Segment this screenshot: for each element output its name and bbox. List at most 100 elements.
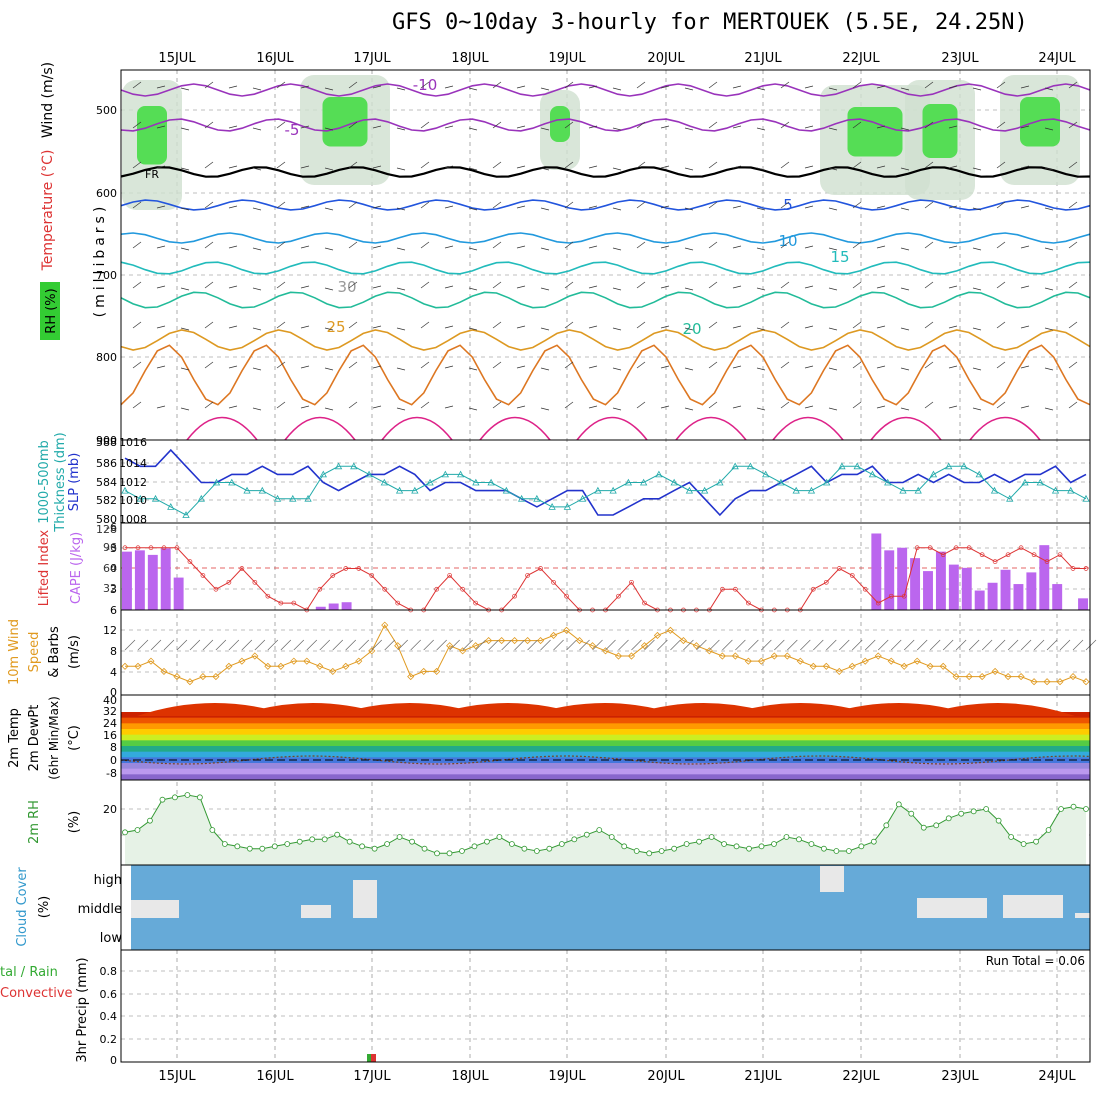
thickness-point — [517, 494, 526, 502]
panel-label: Thickness (dm) — [53, 432, 68, 532]
date-label-top: 23JUL — [941, 51, 979, 66]
wind-barb — [372, 325, 382, 329]
rh-point — [471, 843, 478, 850]
lifted-index-point — [291, 600, 297, 606]
wind-barb — [348, 241, 358, 249]
wind-barb — [254, 639, 266, 651]
cape-bar — [948, 564, 959, 610]
wind-barb — [708, 121, 718, 129]
wind-barb — [924, 241, 934, 249]
wind-barb — [324, 127, 334, 131]
wind-barb — [612, 127, 622, 131]
wind-barb — [468, 167, 478, 171]
thickness-point — [1051, 486, 1060, 494]
panel-label: (millibars) — [92, 203, 108, 318]
wind-barb — [828, 367, 838, 371]
thickness-point — [365, 470, 373, 478]
wind-barb — [1072, 639, 1084, 651]
wind-barb — [612, 367, 622, 371]
thickness-point — [1021, 478, 1029, 486]
wind-speed-point — [511, 637, 519, 645]
wind-speed-point — [160, 667, 168, 675]
cape-bar — [315, 606, 326, 610]
wind-speed-point — [381, 621, 389, 629]
wind-barb — [612, 287, 622, 291]
wind-speed-point — [446, 642, 454, 650]
wind-barb — [516, 165, 526, 169]
wind-speed-point — [614, 652, 623, 660]
wind-barb — [516, 245, 526, 249]
wind-barb — [804, 285, 814, 289]
wind-barb — [300, 125, 310, 129]
thickness-point — [655, 470, 663, 478]
lifted-index-point — [148, 545, 154, 551]
wind-barb — [267, 639, 279, 651]
wind-speed-point — [861, 657, 869, 665]
date-label-top: 19JUL — [548, 51, 586, 66]
rh-point — [434, 850, 440, 857]
lifted-index-point — [395, 600, 401, 606]
panel-label: 2m RH — [27, 800, 42, 844]
rh-point — [546, 845, 553, 852]
thickness-point — [380, 478, 388, 486]
lifted-index-point — [187, 559, 193, 564]
thickness-point — [350, 462, 358, 470]
lifted-index-point — [382, 586, 388, 592]
cape-bar — [341, 602, 352, 610]
wind-barb — [132, 81, 142, 89]
wind-barb — [1068, 201, 1078, 209]
rh-point — [845, 848, 852, 854]
wind-barb — [276, 201, 286, 209]
wind-barb — [852, 321, 862, 329]
wind-barb — [228, 125, 238, 129]
lifted-index-point — [564, 593, 569, 599]
rh-point — [1045, 827, 1052, 833]
wind-barb — [708, 281, 718, 289]
cloud-block — [353, 880, 377, 918]
thickness-point — [441, 470, 450, 478]
wind-barb — [761, 639, 772, 651]
wind-barb — [420, 201, 430, 209]
wind-barb — [588, 245, 598, 249]
contour-label: 5 — [783, 196, 793, 214]
wind-barb — [488, 639, 499, 651]
precip-tick-label: 0.6 — [100, 988, 118, 1001]
wind-speed-line — [125, 624, 1087, 683]
wind-barb — [1068, 361, 1078, 369]
cape-bar — [173, 577, 184, 610]
panel-label: Wind (m/s) — [40, 62, 56, 138]
wind-barb — [684, 367, 694, 371]
wind-barb — [929, 639, 941, 651]
wind-barb — [948, 165, 958, 169]
wind-barb — [348, 361, 358, 369]
lifted-index-point — [979, 552, 985, 558]
wind-barb — [1068, 321, 1078, 329]
date-label-top: 16JUL — [256, 51, 294, 66]
wind-barb — [924, 161, 934, 169]
wind-barb — [348, 201, 358, 209]
wind-barb — [660, 165, 670, 169]
temperature-contour-hot — [675, 416, 747, 441]
rh-shade-high — [137, 106, 167, 165]
rh-point — [945, 815, 952, 822]
lifted-index-point — [1005, 552, 1011, 558]
wind-speed-point — [251, 652, 259, 660]
lifted-index-point — [1070, 566, 1076, 571]
wind-barb — [396, 367, 406, 371]
rh-point — [508, 841, 515, 847]
date-label-bottom: 23JUL — [941, 1069, 979, 1084]
wind-barb — [180, 127, 190, 131]
wind-barb — [372, 85, 382, 89]
wind-barb — [1020, 285, 1030, 289]
wind-barb — [372, 285, 382, 289]
wind-barb — [252, 407, 262, 411]
wind-barb — [345, 639, 357, 651]
wind-barb — [996, 241, 1006, 249]
wind-barb — [942, 639, 954, 651]
wind-barb — [540, 287, 550, 291]
wind-barb — [636, 121, 646, 129]
wind-barb — [396, 87, 406, 91]
wind-barb — [276, 401, 286, 409]
panel-frame-slp — [120, 439, 1091, 524]
rh-point — [172, 794, 178, 801]
